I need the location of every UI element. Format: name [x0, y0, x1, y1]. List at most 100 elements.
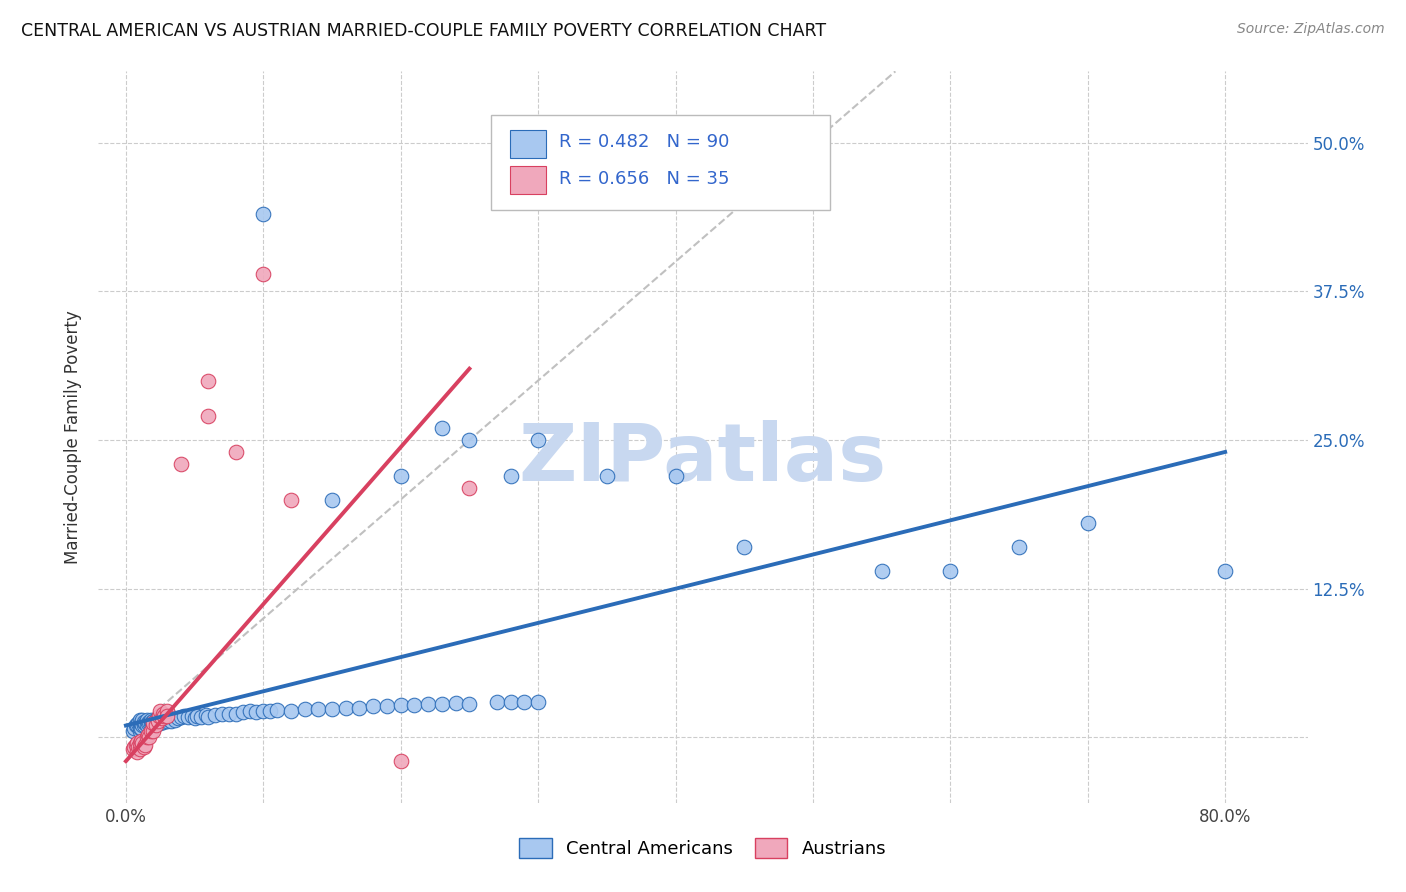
Point [266, 703, 288, 717]
Point [146, 714, 169, 728]
Point [138, 714, 160, 729]
Point [218, 706, 240, 721]
Point [375, 699, 398, 714]
Point [664, 468, 686, 483]
Point [458, 433, 481, 447]
Point [142, 718, 165, 732]
Point [132, 718, 155, 732]
Point [321, 702, 343, 716]
Point [149, 713, 172, 727]
Point [513, 695, 536, 709]
Point [156, 709, 179, 723]
Point [430, 697, 453, 711]
Point [146, 714, 169, 728]
Point [135, 731, 157, 745]
Point [129, 734, 152, 748]
Point [124, 738, 146, 752]
Point [135, 713, 157, 727]
Point [121, 742, 143, 756]
Point [125, 718, 148, 732]
Point [190, 710, 212, 724]
Point [153, 709, 176, 723]
Point [204, 707, 226, 722]
Point [245, 706, 267, 720]
Point [458, 481, 481, 495]
Point [252, 267, 274, 281]
Point [194, 707, 217, 722]
Point [148, 714, 170, 729]
Point [939, 564, 962, 578]
Point [167, 711, 190, 725]
Point [183, 711, 205, 725]
Point [733, 540, 755, 554]
Point [170, 457, 193, 471]
Point [389, 754, 412, 768]
Point [122, 739, 145, 754]
Text: Source: ZipAtlas.com: Source: ZipAtlas.com [1237, 22, 1385, 37]
Point [430, 421, 453, 435]
Point [145, 713, 167, 727]
Point [150, 711, 173, 725]
Point [389, 698, 412, 713]
Point [122, 721, 145, 735]
Point [173, 709, 195, 723]
Point [232, 706, 254, 720]
Point [134, 716, 156, 731]
Point [132, 714, 155, 729]
Point [128, 713, 150, 727]
Point [870, 564, 893, 578]
Point [136, 716, 159, 731]
Point [444, 696, 467, 710]
Point [280, 492, 302, 507]
Text: R = 0.482   N = 90: R = 0.482 N = 90 [560, 133, 730, 152]
Point [143, 716, 166, 731]
Point [197, 409, 219, 424]
Point [145, 714, 167, 729]
Point [361, 699, 384, 714]
Point [150, 714, 173, 728]
Point [152, 706, 174, 721]
Point [131, 736, 153, 750]
Text: CENTRAL AMERICAN VS AUSTRIAN MARRIED-COUPLE FAMILY POVERTY CORRELATION CHART: CENTRAL AMERICAN VS AUSTRIAN MARRIED-COU… [21, 22, 827, 40]
Point [139, 724, 162, 739]
Point [349, 700, 371, 714]
Point [127, 739, 149, 754]
Point [142, 724, 165, 739]
Point [294, 702, 316, 716]
Point [170, 710, 193, 724]
Point [527, 695, 550, 709]
Point [418, 697, 440, 711]
Point [156, 711, 179, 725]
Point [596, 468, 619, 483]
Point [134, 738, 156, 752]
Point [128, 736, 150, 750]
Point [389, 468, 412, 483]
Point [138, 731, 160, 745]
Point [127, 716, 149, 731]
Point [499, 695, 522, 709]
Point [335, 700, 357, 714]
Point [159, 713, 181, 727]
Point [132, 739, 155, 754]
Point [259, 704, 281, 718]
Point [321, 492, 343, 507]
Point [186, 709, 208, 723]
Point [125, 736, 148, 750]
Point [145, 718, 167, 732]
Point [125, 745, 148, 759]
Point [128, 724, 150, 739]
Point [121, 724, 143, 739]
Point [148, 709, 170, 723]
Point [156, 714, 179, 728]
Point [149, 704, 172, 718]
Point [160, 714, 183, 728]
Point [225, 706, 247, 721]
Point [136, 728, 159, 742]
Point [128, 721, 150, 735]
Point [142, 714, 165, 728]
Point [128, 742, 150, 756]
Point [280, 704, 302, 718]
Point [1213, 564, 1236, 578]
Point [142, 716, 165, 731]
Bar [509, 130, 546, 158]
